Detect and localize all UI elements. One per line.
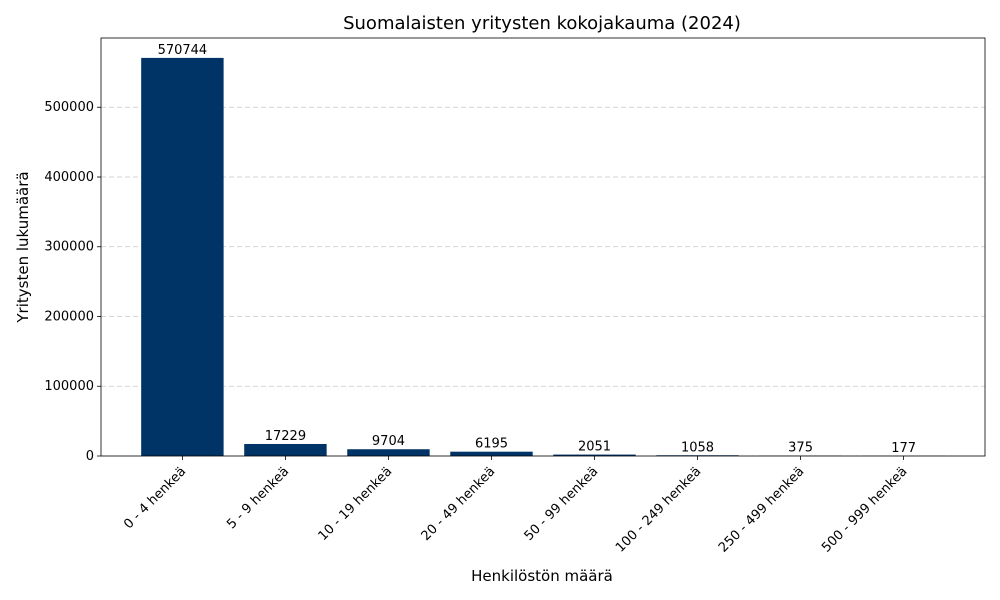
value-label: 2051 [578, 440, 611, 455]
y-tick-label: 400000 [44, 170, 94, 185]
value-label: 570744 [158, 43, 208, 58]
value-label: 17229 [265, 429, 306, 444]
value-label: 375 [788, 441, 813, 456]
value-label: 6195 [475, 437, 508, 452]
x-axis-label: Henkilöstön määrä [471, 567, 613, 585]
y-tick-label: 100000 [44, 379, 94, 394]
bar [553, 454, 636, 456]
bar [347, 449, 430, 456]
y-tick-label: 200000 [44, 309, 94, 324]
y-axis-label: Yritysten lukumäärä [14, 171, 32, 323]
plot-frame [100, 37, 986, 457]
bar [450, 451, 533, 456]
value-label: 177 [891, 441, 916, 456]
y-tick-label: 300000 [44, 240, 94, 255]
bar [244, 443, 327, 456]
value-label: 9704 [372, 434, 405, 449]
bar [141, 57, 224, 456]
y-tick-label: 500000 [44, 100, 94, 115]
chart-title: Suomalaisten yritysten kokojakauma (2024… [343, 13, 741, 34]
y-tick-label: 0 [86, 449, 94, 464]
value-label: 1058 [681, 440, 714, 455]
